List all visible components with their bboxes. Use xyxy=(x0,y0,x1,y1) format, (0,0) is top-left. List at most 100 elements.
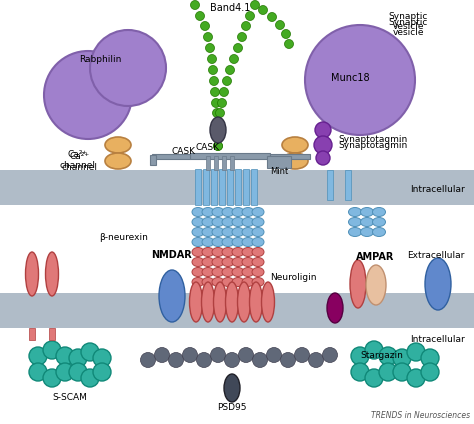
Ellipse shape xyxy=(425,258,451,310)
Circle shape xyxy=(219,87,228,97)
Ellipse shape xyxy=(222,228,234,237)
Text: AMPAR: AMPAR xyxy=(356,252,394,262)
Circle shape xyxy=(258,6,267,14)
Circle shape xyxy=(203,33,212,42)
Text: Neuroligin: Neuroligin xyxy=(270,273,317,282)
FancyBboxPatch shape xyxy=(327,170,333,200)
Ellipse shape xyxy=(252,268,264,276)
Circle shape xyxy=(210,348,226,363)
Ellipse shape xyxy=(242,228,254,237)
Ellipse shape xyxy=(252,257,264,267)
Circle shape xyxy=(43,369,61,387)
Ellipse shape xyxy=(212,277,224,287)
Text: Band4.1: Band4.1 xyxy=(210,3,250,13)
Text: Synaptotagmin: Synaptotagmin xyxy=(338,140,407,150)
FancyBboxPatch shape xyxy=(214,156,218,170)
Ellipse shape xyxy=(222,237,234,246)
Circle shape xyxy=(209,65,218,75)
FancyBboxPatch shape xyxy=(211,169,217,205)
Circle shape xyxy=(237,33,246,42)
Ellipse shape xyxy=(350,260,366,308)
Circle shape xyxy=(195,11,204,20)
Circle shape xyxy=(222,76,231,86)
Ellipse shape xyxy=(232,228,244,237)
Circle shape xyxy=(266,348,282,363)
Text: β-neurexin: β-neurexin xyxy=(99,232,148,242)
Ellipse shape xyxy=(232,277,244,287)
Circle shape xyxy=(29,363,47,381)
FancyBboxPatch shape xyxy=(206,156,210,170)
FancyBboxPatch shape xyxy=(243,169,249,205)
Circle shape xyxy=(56,363,74,381)
Ellipse shape xyxy=(252,207,264,217)
Text: CASK: CASK xyxy=(196,143,220,153)
Ellipse shape xyxy=(373,218,385,226)
Ellipse shape xyxy=(192,237,204,246)
FancyBboxPatch shape xyxy=(29,328,35,340)
Ellipse shape xyxy=(222,207,234,217)
FancyBboxPatch shape xyxy=(345,170,351,200)
Ellipse shape xyxy=(348,207,362,217)
Circle shape xyxy=(322,348,337,363)
Ellipse shape xyxy=(373,228,385,237)
Circle shape xyxy=(246,11,255,20)
Circle shape xyxy=(314,136,332,154)
Ellipse shape xyxy=(105,137,131,153)
Ellipse shape xyxy=(361,228,374,237)
Circle shape xyxy=(309,352,323,368)
Ellipse shape xyxy=(202,277,214,287)
FancyBboxPatch shape xyxy=(270,154,310,159)
Circle shape xyxy=(69,363,87,381)
Circle shape xyxy=(407,343,425,361)
Ellipse shape xyxy=(222,277,234,287)
Ellipse shape xyxy=(46,252,58,296)
FancyBboxPatch shape xyxy=(230,156,234,170)
Ellipse shape xyxy=(224,374,240,402)
Circle shape xyxy=(69,349,87,367)
Ellipse shape xyxy=(26,252,38,296)
Ellipse shape xyxy=(282,137,308,153)
Ellipse shape xyxy=(210,117,226,143)
Circle shape xyxy=(241,22,250,31)
Ellipse shape xyxy=(192,257,204,267)
Ellipse shape xyxy=(192,228,204,237)
Circle shape xyxy=(191,0,200,9)
Circle shape xyxy=(81,343,99,361)
Ellipse shape xyxy=(232,207,244,217)
Circle shape xyxy=(379,363,397,381)
Circle shape xyxy=(407,369,425,387)
Circle shape xyxy=(212,109,221,117)
Ellipse shape xyxy=(222,218,234,226)
FancyBboxPatch shape xyxy=(152,154,190,159)
Circle shape xyxy=(282,30,291,39)
Circle shape xyxy=(316,151,330,165)
Circle shape xyxy=(182,348,198,363)
Ellipse shape xyxy=(212,257,224,267)
Ellipse shape xyxy=(366,265,386,305)
Ellipse shape xyxy=(242,218,254,226)
Ellipse shape xyxy=(192,207,204,217)
FancyBboxPatch shape xyxy=(190,153,270,159)
Text: Intracellular: Intracellular xyxy=(410,186,465,195)
Circle shape xyxy=(216,109,225,117)
Text: Extracellular: Extracellular xyxy=(408,251,465,259)
Ellipse shape xyxy=(262,282,274,322)
Text: Synaptic
vesicle: Synaptic vesicle xyxy=(388,12,428,31)
Circle shape xyxy=(140,352,155,368)
Circle shape xyxy=(421,349,439,367)
Ellipse shape xyxy=(242,257,254,267)
Ellipse shape xyxy=(242,248,254,257)
Circle shape xyxy=(208,55,217,64)
Ellipse shape xyxy=(232,268,244,276)
FancyBboxPatch shape xyxy=(0,293,474,328)
Circle shape xyxy=(93,363,111,381)
Circle shape xyxy=(294,348,310,363)
Circle shape xyxy=(218,98,227,108)
Circle shape xyxy=(365,341,383,359)
Ellipse shape xyxy=(252,218,264,226)
Ellipse shape xyxy=(192,268,204,276)
Circle shape xyxy=(421,363,439,381)
Circle shape xyxy=(315,122,331,138)
Ellipse shape xyxy=(226,282,238,322)
Circle shape xyxy=(213,142,222,151)
